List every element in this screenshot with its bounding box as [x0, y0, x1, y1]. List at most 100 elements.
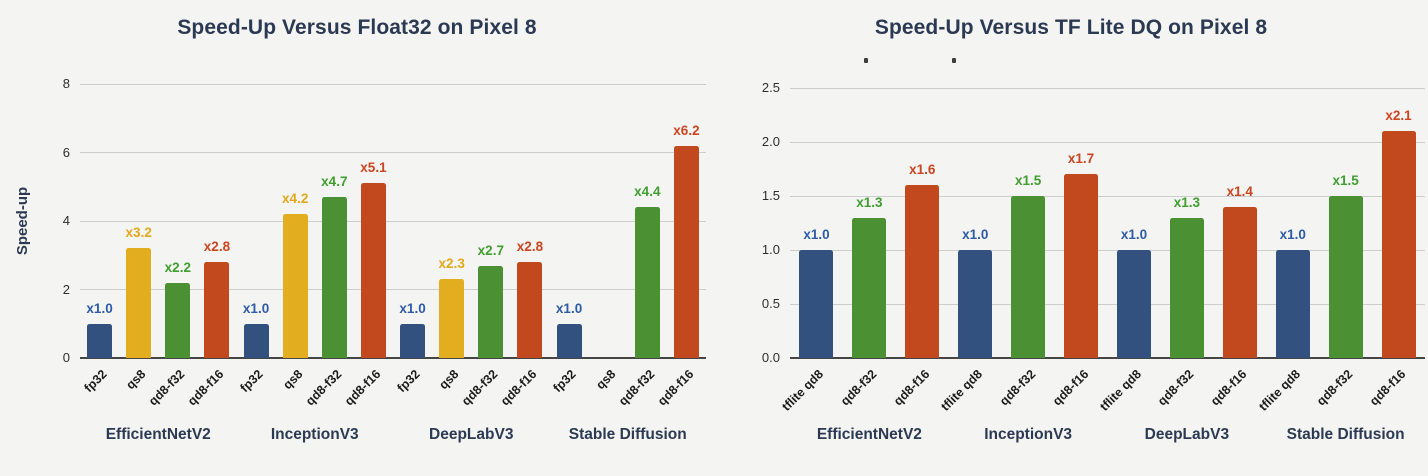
x-axis-line: [790, 357, 1425, 359]
gridline: [80, 220, 706, 222]
bar-value-label: x1.0: [399, 300, 426, 316]
x-tick-label: qd8-f32: [146, 367, 188, 409]
gridline: [80, 152, 706, 153]
bar-group-efficientnetv2: x1.0 fp32 x3.2 qs8 x2.2 qd8-f32 x2.8 qd8-f16: [80, 84, 237, 408]
x-tick-label: qd8-f16: [655, 367, 697, 409]
bar-value-label: x2.3: [438, 256, 465, 272]
bar-slot: x1.0 fp32: [551, 84, 583, 395]
gridline: [790, 303, 1425, 305]
x-tick-label: qd8-f32: [837, 367, 880, 409]
bar-qs8: [126, 248, 152, 358]
bar-value-label: x1.0: [962, 227, 989, 242]
bar-value-label: x1.6: [909, 162, 936, 178]
bar-slot: x1.0 fp32: [394, 84, 426, 395]
x-tick-label: qd8-f16: [1049, 367, 1091, 409]
bar-tflite-qd8: [799, 250, 834, 358]
bar-value-label: x4.4: [634, 184, 661, 200]
bar-value-label: x2.7: [477, 242, 504, 258]
bar-value-label: x5.1: [360, 160, 387, 176]
bar-slot: x1.0 tflite qd8: [780, 88, 834, 414]
model-label: InceptionV3: [270, 426, 359, 443]
x-tick-label: fp32: [394, 367, 423, 396]
bar-value-label: x2.1: [1385, 108, 1412, 124]
bar-slot: x2.3 qs8: [436, 84, 465, 392]
bar-value-label: x1.0: [242, 300, 270, 316]
x-tick-label: qd8-f16: [498, 367, 540, 409]
bar-group-stable-diffusion: x1.0 tflite qd8 x1.5 qd8-f32 x2.1 qd8-f16: [1256, 88, 1425, 414]
y-tick-label: 4: [62, 213, 70, 228]
x-tick-label: qd8-f32: [459, 367, 501, 409]
x-tick-label: fp32: [550, 367, 579, 396]
bar-value-label: x1.3: [856, 194, 883, 210]
bar-slot: x6.2 qd8-f16: [655, 84, 700, 409]
x-tick-label: qs8: [123, 367, 149, 393]
bar-slot: x4.7 qd8-f32: [303, 84, 348, 408]
bar-fp32: [556, 323, 582, 358]
bar-slot: x1.3 qd8-f32: [838, 88, 887, 408]
bar-tflite-qd8: [1116, 250, 1151, 358]
bar-slot: x1.0 tflite qd8: [1097, 88, 1151, 414]
bar-fp32: [400, 323, 426, 358]
x-tick-label: qd8-f16: [890, 367, 933, 409]
bar-slot: x5.1 qd8-f16: [342, 84, 387, 408]
bar-groups: x1.0 fp32 x3.2 qs8 x2.2 qd8-f32 x2.8 qd8-f16 x1.…: [80, 84, 707, 409]
bar-qd8-f32: [1011, 196, 1046, 358]
bar-slot: x2.8 qd8-f16: [499, 84, 544, 408]
x-tick-label: qd8-f16: [1367, 367, 1409, 409]
y-tick-label: 0.0: [761, 350, 780, 365]
bar-qd8-f16: [1381, 131, 1416, 358]
chart-speedup-vs-tflite-dq: Speed-Up Versus TF Lite DQ on Pixel 8 0.…: [714, 0, 1428, 476]
model-group-labels: EfficientNetV2 InceptionV3 DeepLabV3 Stable…: [790, 426, 1425, 444]
bar-group-stable-diffusion: x1.0 fp32 qs8 x4.4 qd8-f32 x6.2 qd8-f16: [550, 84, 707, 409]
gridline: [790, 249, 1425, 251]
y-tick-label: 1.0: [761, 242, 780, 257]
bar-value-label: x4.7: [321, 174, 348, 190]
x-tick-label: tflite qd8: [1097, 367, 1144, 414]
bar-slot: x1.3 qd8-f32: [1155, 88, 1204, 408]
bar-qs8: [439, 279, 465, 358]
y-tick-label: 8: [62, 76, 70, 91]
x-tick-label: qd8-f32: [996, 367, 1039, 409]
bar-value-label: x1.5: [1014, 173, 1042, 188]
cropped-subtitle-fragment: [864, 58, 868, 63]
bar-qd8-f32: [1328, 196, 1363, 358]
bar-value-label: x1.0: [555, 300, 583, 316]
x-tick-label: tflite qd8: [779, 367, 827, 414]
model-group-labels: EfficientNetV2 InceptionV3 DeepLabV3 Stable…: [80, 426, 706, 444]
bar-value-label: x4.2: [282, 191, 309, 207]
bar-group-efficientnetv2: x1.0 tflite qd8 x1.3 qd8-f32 x1.6 qd8-f16: [780, 88, 949, 414]
bar-fp32: [87, 323, 113, 358]
bar-slot: x1.0 fp32: [238, 84, 270, 395]
bar-group-inceptionv3: x1.0 tflite qd8 x1.5 qd8-f32 x1.7 qd8-f16: [938, 88, 1108, 414]
y-tick-label: 0.5: [761, 296, 780, 311]
bar-qd8-f32: [1169, 217, 1204, 358]
bar-qd8-f16: [360, 183, 386, 358]
bar-slot: x1.5 qd8-f32: [997, 88, 1046, 408]
bar-slot: x1.5 qd8-f32: [1314, 88, 1363, 408]
bar-value-label: x2.8: [203, 239, 231, 255]
y-tick-label: 2.5: [761, 80, 780, 95]
bar-value-label: x1.4: [1226, 183, 1253, 199]
bar-slot: x1.0 tflite qd8: [1256, 88, 1310, 414]
y-tick-label: 2: [62, 281, 70, 297]
model-label: Stable Diffusion: [568, 426, 687, 443]
gridline: [790, 141, 1425, 143]
bar-value-label: x1.0: [1120, 227, 1148, 242]
bar-qd8-f32: [321, 197, 347, 358]
x-tick-label: qd8-f16: [342, 367, 384, 409]
chart-title: Speed-Up Versus TF Lite DQ on Pixel 8: [874, 16, 1268, 39]
bar-qd8-f16: [1064, 174, 1099, 358]
bar-group-deeplabv3: x1.0 fp32 x2.3 qs8 x2.7 qd8-f32 x2.8 qd8-f16: [393, 84, 550, 408]
model-label: EfficientNetV2: [816, 426, 922, 443]
cropped-subtitle-fragment: [952, 58, 956, 63]
bar-qs8: [282, 214, 308, 358]
x-tick-label: qd8-f16: [1208, 367, 1250, 409]
bar-qd8-f32: [478, 265, 504, 358]
y-tick-label: 0: [62, 350, 70, 365]
bar-tflite-qd8: [958, 250, 993, 358]
bar-qd8-f16: [517, 262, 543, 358]
bar-value-label: x2.8: [516, 239, 544, 255]
model-label: DeepLabV3: [1144, 426, 1230, 443]
chart-title: Speed-Up Versus Float32 on Pixel 8: [177, 16, 537, 39]
